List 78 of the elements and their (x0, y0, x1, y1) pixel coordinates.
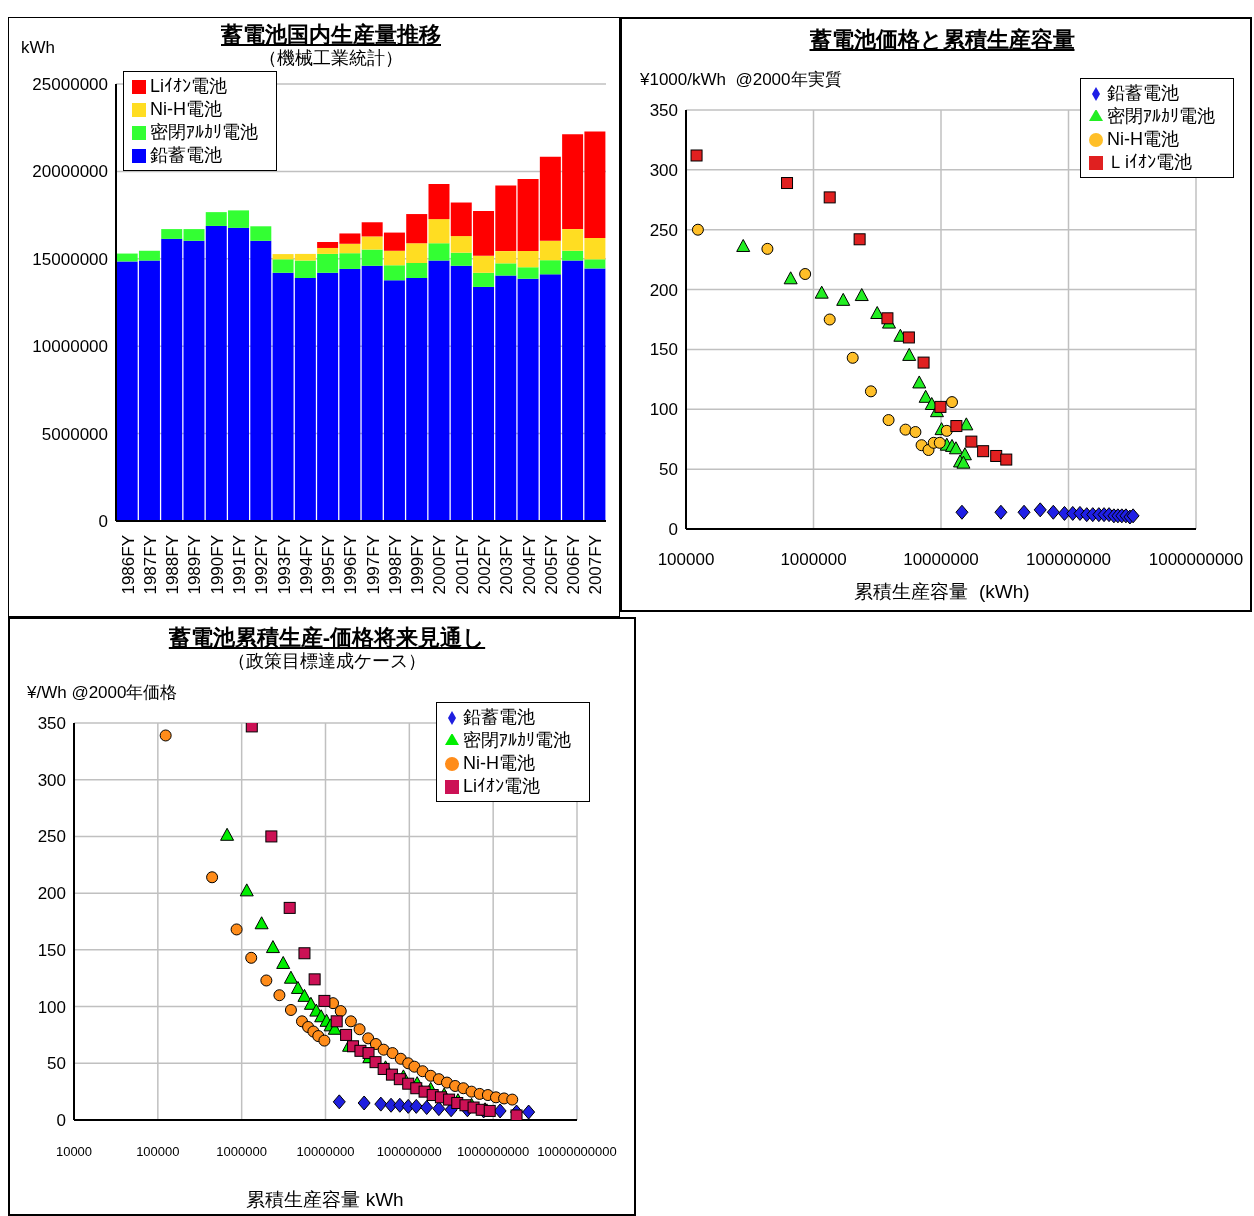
y-tick-label: 0 (668, 520, 678, 540)
x-tick-label: 1988FY (163, 535, 183, 595)
legend-label: Ni-H電池 (1107, 129, 1179, 149)
x-tick-label: 1000000000 (457, 1144, 530, 1159)
legend-label: 密閉ｱﾙｶﾘ電池 (150, 122, 258, 142)
x-tick-label: 2004FY (519, 535, 539, 595)
x-tick-label: 1993FY (274, 535, 294, 595)
y-tick-label: 100 (649, 400, 678, 420)
legend-label: 鉛蓄電池 (150, 145, 222, 165)
y-tick-label: 25000000 (32, 75, 108, 95)
x-axis-title: 累積生産容量 kWh (245, 1188, 405, 1212)
x-tick-label: 1000000 (780, 550, 847, 569)
x-tick-label: 2005FY (541, 535, 561, 595)
x-tick-label: 1989FY (185, 535, 205, 595)
y-tick-label: 150 (37, 940, 66, 960)
legend-label: Ni-H電池 (463, 753, 535, 773)
x-tick-label: 1986FY (118, 535, 138, 595)
legend-label: 密閉ｱﾙｶﾘ電池 (463, 730, 571, 750)
x-tick-label: 1000000 (216, 1144, 267, 1159)
y-tick-label: 50 (47, 1054, 66, 1074)
x-tick-label: 1994FY (296, 535, 316, 595)
y-tick-label: 300 (649, 160, 678, 180)
chart-title: 蓄電池累積生産-価格将来見通し (168, 625, 486, 650)
x-tick-label: 1996FY (341, 535, 361, 595)
chart-title: 蓄電池価格と累積生産容量 (808, 26, 1076, 54)
y-tick-label: 10000000 (32, 337, 108, 357)
x-tick-label: 100000000 (1025, 550, 1112, 569)
y-axis-title: ¥1000/kWh @2000年実質 (640, 69, 842, 91)
x-tick-label: 2007FY (586, 535, 606, 595)
x-tick-label: 1000000000 (1148, 550, 1244, 569)
x-tick-label: 1995FY (319, 535, 339, 595)
y-tick-label: 15000000 (32, 249, 108, 269)
y-tick-label: 0 (56, 1111, 66, 1131)
x-tick-label: 2006FY (564, 535, 584, 595)
y-tick-label: 350 (37, 714, 66, 734)
x-tick-label: 1997FY (363, 535, 383, 595)
y-tick-label: 200 (37, 884, 66, 904)
x-tick-label: 1999FY (408, 535, 428, 595)
y-tick-label: 200 (649, 280, 678, 300)
y-tick-label: 20000000 (32, 162, 108, 182)
y-axis-title: kWh (21, 38, 55, 58)
legend-label: Ｌiｲｵﾝ電池 (1107, 152, 1192, 172)
legend-label: 鉛蓄電池 (1107, 83, 1179, 103)
y-tick-label: 5000000 (41, 424, 108, 444)
x-tick-label: 1992FY (252, 535, 272, 595)
x-tick-label: 1991FY (230, 535, 249, 595)
x-tick-label: 100000 (657, 550, 715, 569)
y-axis-title: ¥/Wh @2000年価格 (27, 682, 178, 704)
legend-label: Liｲｵﾝ電池 (463, 776, 541, 796)
chart-subtitle: （政策目標達成ケース） (227, 650, 427, 673)
x-axis-title: 累積生産容量 (kWh) (853, 580, 1031, 604)
x-tick-label: 10000000000 (537, 1144, 617, 1159)
legend-label: 鉛蓄電池 (463, 707, 535, 727)
y-tick-label: 250 (649, 220, 678, 240)
y-tick-label: 50 (659, 460, 678, 480)
legend-label: Ni-H電池 (150, 99, 222, 119)
x-tick-label: 2001FY (452, 535, 472, 595)
x-tick-label: 1987FY (140, 535, 160, 595)
y-tick-label: 250 (37, 827, 66, 847)
y-tick-label: 100 (37, 997, 66, 1017)
x-tick-label: 1990FY (207, 535, 227, 595)
x-tick-label: 1998FY (385, 535, 405, 595)
y-tick-label: 0 (98, 512, 108, 532)
x-tick-label: 2002FY (475, 535, 494, 595)
x-tick-label: 10000000 (903, 550, 979, 569)
y-tick-label: 300 (37, 770, 66, 790)
x-tick-label: 2000FY (430, 535, 450, 595)
legend-label: Liｲｵﾝ電池 (150, 76, 228, 96)
y-tick-label: 350 (649, 101, 678, 121)
x-tick-label: 10000 (55, 1144, 93, 1159)
legend-label: 密閉ｱﾙｶﾘ電池 (1107, 106, 1215, 126)
x-tick-label: 100000000 (376, 1144, 442, 1159)
y-tick-label: 150 (649, 340, 678, 360)
chart-title: 蓄電池国内生産量推移 (221, 22, 441, 47)
chart-subtitle: （機械工業統計） (258, 47, 404, 70)
x-tick-label: 100000 (136, 1144, 180, 1159)
x-tick-label: 2003FY (497, 535, 517, 595)
x-tick-label: 10000000 (296, 1144, 355, 1159)
